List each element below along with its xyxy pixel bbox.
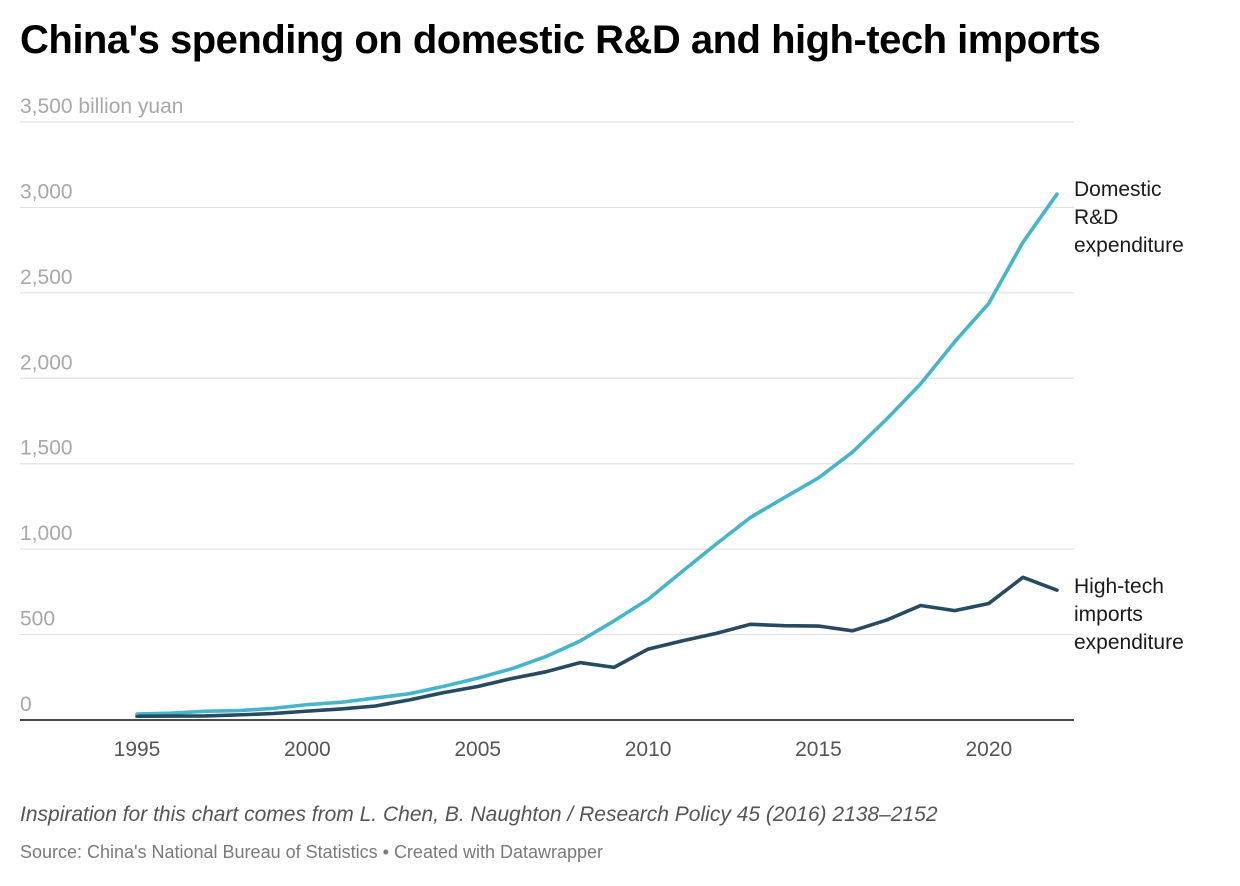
y-tick-label: 1,000 [20, 522, 73, 545]
data-point-domestic [1055, 192, 1059, 196]
data-points [135, 192, 1059, 718]
data-point-imports [476, 685, 479, 688]
data-point-imports [817, 624, 820, 628]
data-point-domestic [510, 667, 514, 670]
y-tick-label: 2,500 [20, 266, 73, 289]
line-chart: 0 500 1,000 1,500 2,000 2,500 3,000 3,500 billi… [20, 95, 1184, 761]
data-point-domestic [442, 685, 445, 688]
data-point-domestic [578, 639, 582, 643]
series-label-line: R&D [1074, 206, 1118, 229]
data-point-domestic [476, 676, 479, 680]
data-point-imports [987, 602, 991, 605]
data-point-domestic [646, 598, 650, 601]
data-point-domestic [306, 703, 309, 706]
data-point-imports [919, 604, 922, 607]
y-tick-label: 2,000 [20, 351, 73, 374]
data-point-domestic [544, 655, 548, 658]
credit-text: Created with Datawrapper [393, 842, 604, 862]
footer-separator: • [377, 842, 394, 862]
data-point-domestic [203, 710, 207, 713]
series-lines [135, 192, 1059, 719]
x-tick-label: 2015 [795, 738, 842, 761]
data-point-imports [646, 647, 650, 651]
data-point-imports [885, 618, 888, 622]
data-point-imports [1021, 576, 1025, 579]
gridlines [20, 121, 1074, 721]
y-tick-label: 1,500 [20, 437, 73, 460]
series-label-line: High-tech [1074, 575, 1164, 598]
y-tick-label: 0 [20, 693, 32, 716]
data-point-imports [272, 712, 275, 715]
y-tick-label: 3,000 [20, 180, 73, 203]
data-point-domestic [135, 712, 139, 716]
y-axis-ticks: 0 500 1,000 1,500 2,000 2,500 3,000 3,500 billi… [20, 95, 183, 716]
data-point-imports [510, 677, 514, 680]
data-point-domestic [987, 302, 991, 305]
data-point-imports [544, 670, 548, 674]
data-point-imports [851, 629, 854, 633]
data-point-domestic [680, 570, 684, 573]
x-tick-label: 2010 [625, 738, 672, 761]
x-tick-label: 2005 [454, 738, 501, 761]
data-point-imports [1055, 588, 1059, 592]
data-point-imports [374, 704, 377, 708]
chart-title: China's spending on domestic R&D and hig… [20, 18, 1101, 62]
data-point-domestic [340, 701, 343, 704]
data-point-imports [715, 632, 718, 635]
data-point-domestic [749, 516, 752, 519]
series-line-domestic [135, 192, 1059, 716]
series-label-line: expenditure [1074, 631, 1184, 654]
data-point-domestic [885, 417, 888, 421]
series-label-imports: High-tech imports expenditure [1074, 575, 1184, 654]
data-point-domestic [783, 496, 786, 499]
y-tick-label: 3,500 billion yuan [20, 95, 183, 118]
data-point-domestic [851, 450, 854, 454]
data-point-imports [953, 609, 956, 612]
data-point-domestic [715, 542, 718, 546]
data-point-imports [408, 698, 411, 702]
data-point-imports [135, 715, 139, 718]
source-footer: Source: China's National Bureau of Stati… [20, 842, 603, 863]
data-point-domestic [817, 476, 820, 480]
data-point-domestic [169, 711, 173, 715]
data-point-imports [612, 666, 616, 669]
x-tick-label: 2000 [284, 738, 331, 761]
data-point-domestic [919, 382, 922, 385]
data-point-domestic [1021, 241, 1025, 244]
y-tick-label: 500 [20, 608, 55, 631]
x-tick-label: 2020 [965, 738, 1012, 761]
data-point-domestic [408, 692, 411, 695]
source-text: Source: China's National Bureau of Stati… [20, 842, 378, 862]
data-point-imports [680, 639, 684, 643]
data-point-domestic [238, 709, 241, 712]
series-label-domestic: Domestic R&D expenditure [1074, 178, 1184, 257]
series-label-line: Domestic [1074, 178, 1162, 201]
data-point-imports [169, 714, 173, 718]
data-point-imports [203, 714, 207, 718]
data-point-imports [340, 707, 343, 711]
series-label-line: imports [1074, 603, 1143, 626]
series-label-line: expenditure [1074, 234, 1184, 257]
data-point-imports [442, 691, 445, 694]
series-line-imports [135, 575, 1059, 719]
x-axis-ticks: 1995 2000 2005 2010 2015 2020 [114, 738, 1013, 761]
data-point-imports [306, 709, 309, 713]
data-point-imports [578, 661, 582, 664]
data-point-domestic [374, 696, 377, 700]
data-point-imports [238, 713, 241, 717]
data-point-imports [749, 623, 752, 626]
data-point-domestic [953, 340, 956, 343]
data-point-imports [783, 624, 786, 627]
data-point-domestic [272, 707, 275, 710]
chart-notes: Inspiration for this chart comes from L.… [20, 803, 938, 826]
x-tick-label: 1995 [114, 738, 161, 761]
series-labels: Domestic R&D expenditure High-tech imports ex… [1074, 178, 1184, 654]
data-point-domestic [612, 619, 616, 623]
